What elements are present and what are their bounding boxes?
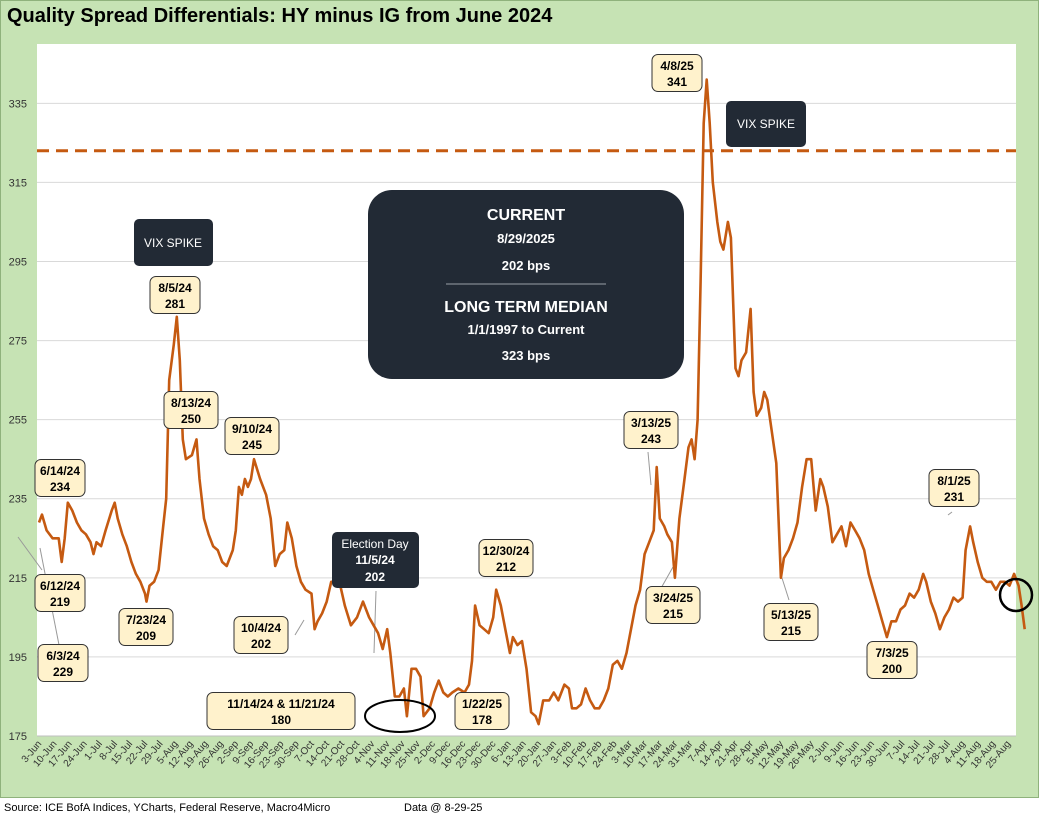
current-value: 202 bps	[502, 258, 550, 273]
callout-connector	[781, 577, 790, 601]
annotation-date: 6/14/24	[40, 464, 80, 478]
callout-connector	[647, 451, 652, 486]
annotation-box	[645, 586, 701, 624]
y-tick-label: 195	[9, 652, 27, 664]
y-tick-label: 335	[9, 98, 27, 110]
vix-spike-box	[134, 219, 213, 266]
y-tick-label: 315	[9, 177, 27, 189]
annotation-date: 8/5/24	[158, 281, 192, 295]
annotation-value: 180	[271, 713, 291, 727]
line-chart: 1751952152352552752953153353-Jun10-Jun17…	[9, 44, 1034, 771]
series-line-hy-minus-ig	[37, 78, 1026, 726]
annotation-value: 212	[496, 560, 516, 574]
median-title: LONG TERM MEDIAN	[444, 299, 608, 316]
election-day-box	[332, 532, 419, 588]
vix-spike-label: VIX SPIKE	[144, 236, 202, 250]
current-date: 8/29/2025	[497, 231, 555, 246]
annotation-box	[34, 459, 86, 497]
annotation-value: 178	[472, 713, 492, 727]
annotation-box	[928, 469, 980, 507]
annotation-box	[224, 417, 280, 455]
annotation-date: 7/3/25	[875, 646, 909, 660]
annotation-date: 6/12/24	[40, 579, 80, 593]
chart-title: Quality Spread Differentials: HY minus I…	[7, 5, 553, 27]
low-point-ellipse	[364, 699, 436, 733]
annotation-value: 215	[663, 607, 683, 621]
y-tick-label: 215	[9, 573, 27, 585]
annotation-box	[478, 539, 534, 577]
annotation-date: 6/3/24	[46, 649, 80, 663]
annotation-value: 215	[781, 624, 801, 638]
plot-area	[37, 44, 1016, 736]
current-point-circle	[998, 577, 1034, 613]
annotation-date: 7/23/24	[126, 613, 166, 627]
annotation-value: 281	[165, 297, 185, 311]
annotation-box	[651, 54, 703, 92]
y-tick-label: 235	[9, 494, 27, 506]
annotation-value: 202	[251, 637, 271, 651]
annotation-value: 229	[53, 665, 73, 679]
source-note: Source: ICE BofA Indices, YCharts, Feder…	[4, 802, 331, 814]
annotation-box	[763, 603, 819, 641]
annotation-value: 231	[944, 490, 964, 504]
election-day-title: Election Day	[341, 537, 408, 551]
annotation-box	[149, 276, 201, 314]
median-range: 1/1/1997 to Current	[467, 322, 585, 337]
annotation-date: 5/13/25	[771, 608, 811, 622]
current-title: CURRENT	[487, 207, 565, 224]
callout-connector	[17, 536, 43, 571]
annotation-box	[233, 616, 289, 654]
annotation-box	[866, 641, 918, 679]
annotation-value: 250	[181, 412, 201, 426]
annotation-value: 234	[50, 480, 70, 494]
annotation-date: 8/13/24	[171, 396, 211, 410]
median-value: 323 bps	[502, 348, 550, 363]
annotation-value: 341	[667, 75, 687, 89]
vix-spike-label: VIX SPIKE	[737, 117, 795, 131]
annotation-box	[118, 608, 174, 646]
callout-connector	[947, 511, 953, 516]
annotation-box	[163, 391, 219, 429]
annotation-date: 9/10/24	[232, 422, 272, 436]
annotation-date: 8/1/25	[937, 474, 971, 488]
annotation-value: 243	[641, 432, 661, 446]
y-tick-label: 255	[9, 415, 27, 427]
annotation-date: 3/24/25	[653, 591, 693, 605]
election-day-value: 202	[365, 570, 385, 584]
y-tick-label: 295	[9, 256, 27, 268]
annotation-box	[623, 411, 679, 449]
annotation-box	[454, 692, 510, 730]
annotation-date: 10/4/24	[241, 621, 281, 635]
annotation-box	[37, 644, 89, 682]
data-date-note: Data @ 8-29-25	[404, 802, 483, 814]
annotation-value: 245	[242, 438, 262, 452]
annotation-date: 3/13/25	[631, 416, 671, 430]
callout-connector	[294, 619, 305, 636]
annotation-box	[206, 692, 356, 730]
callout-connector	[373, 590, 377, 654]
annotation-value: 219	[50, 595, 70, 609]
footer: Source: ICE BofA Indices, YCharts, Feder…	[0, 800, 1041, 818]
annotation-box	[34, 574, 86, 612]
annotation-value: 200	[882, 662, 902, 676]
annotation-value: 209	[136, 629, 156, 643]
vix-spike-box	[726, 101, 806, 147]
y-tick-label: 175	[9, 731, 27, 743]
annotation-date: 4/8/25	[660, 59, 694, 73]
annotation-date: 1/22/25	[462, 697, 502, 711]
annotation-date: 11/14/24 & 11/21/24	[227, 697, 335, 711]
election-day-date: 11/5/24	[355, 553, 395, 567]
annotation-date: 12/30/24	[483, 544, 530, 558]
y-tick-label: 275	[9, 336, 27, 348]
